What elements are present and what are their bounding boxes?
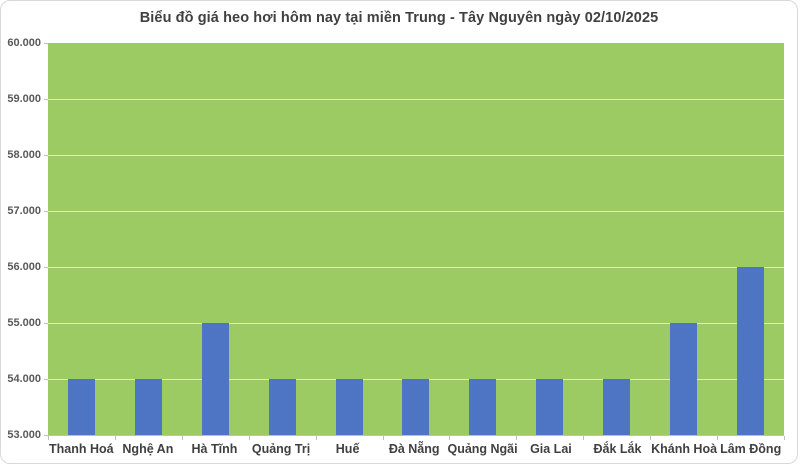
bar-Đà Nẵng [402, 379, 430, 435]
gridline [48, 267, 784, 268]
x-axis-label: Huế [335, 442, 360, 456]
y-axis-tick [44, 435, 48, 436]
bar-Hà Tĩnh [201, 323, 229, 435]
y-axis-label: 53.000 [7, 429, 41, 441]
bar-Nghệ An [134, 379, 162, 435]
y-axis-tick [44, 43, 48, 44]
chart-title: Biểu đồ giá heo hơi hôm nay tại miền Tru… [139, 10, 659, 26]
x-axis-tick [784, 436, 785, 440]
bar-slot [449, 43, 516, 435]
x-axis-tick [48, 436, 49, 440]
bar-slot [182, 43, 249, 435]
plot-area [48, 43, 784, 436]
x-axis-tick [114, 436, 116, 440]
y-axis-label: 59.000 [7, 93, 41, 105]
x-axis-label: Quảng Ngãi [447, 442, 518, 456]
y-axis-label: 60.000 [7, 37, 41, 49]
x-axis-tick [181, 436, 183, 440]
gridline [48, 155, 784, 156]
bar-Quảng Trị [268, 379, 296, 435]
y-axis-tick [44, 267, 48, 268]
bar-slot [583, 43, 650, 435]
bar-Quảng Ngãi [469, 379, 497, 435]
bar-slot [516, 43, 583, 435]
bar-slot [650, 43, 717, 435]
x-axis-tick [248, 436, 250, 440]
bar-Lâm Đồng [737, 267, 765, 435]
bar-Khánh Hoà [670, 323, 698, 435]
bar-Gia Lai [536, 379, 564, 435]
y-axis-tick [44, 323, 48, 324]
x-axis-tick [382, 436, 384, 440]
x-axis-label: Thanh Hoá [48, 442, 114, 456]
x-axis-label: Nghệ An [122, 442, 174, 456]
bar-Đắk Lắk [603, 379, 631, 435]
y-axis-tick [44, 155, 48, 156]
gridline [48, 323, 784, 324]
x-axis-tick [449, 436, 451, 440]
x-axis-label: Lâm Đồng [720, 442, 782, 456]
y-axis-label: 57.000 [7, 205, 41, 217]
y-axis-tick [44, 379, 48, 380]
bar-slot [717, 43, 784, 435]
x-axis-label: Đà Nẵng [388, 442, 440, 456]
y-axis-label: 56.000 [7, 261, 41, 273]
bar-slot [316, 43, 383, 435]
bar-slot [48, 43, 115, 435]
x-axis-tick [650, 436, 652, 440]
x-axis-tick [315, 436, 317, 440]
x-axis-tick [717, 436, 719, 440]
bar-slot [383, 43, 450, 435]
x-axis-tick [583, 436, 585, 440]
y-axis-label: 54.000 [7, 373, 41, 385]
bar-Huế [335, 379, 363, 435]
bar-Thanh Hoá [67, 379, 95, 435]
bars-layer [48, 43, 784, 435]
gridline [48, 211, 784, 212]
bar-slot [115, 43, 182, 435]
y-axis-label: 58.000 [7, 149, 41, 161]
x-axis-label: Đắk Lắk [593, 442, 642, 456]
x-axis-label: Gia Lai [530, 442, 572, 456]
x-axis-tick [516, 436, 518, 440]
x-axis-label: Hà Tĩnh [191, 442, 238, 456]
gridline [48, 99, 784, 100]
x-axis: Thanh Hoá Nghệ An Hà Tĩnh Quảng Trị Huế Đà Nẵ… [48, 442, 784, 456]
bar-slot [249, 43, 316, 435]
x-axis-label: Quảng Trị [251, 442, 311, 456]
x-axis-label: Khánh Hoà [651, 442, 718, 456]
y-axis-tick [44, 211, 48, 212]
y-axis-tick [44, 99, 48, 100]
y-axis-label: 55.000 [7, 317, 41, 329]
